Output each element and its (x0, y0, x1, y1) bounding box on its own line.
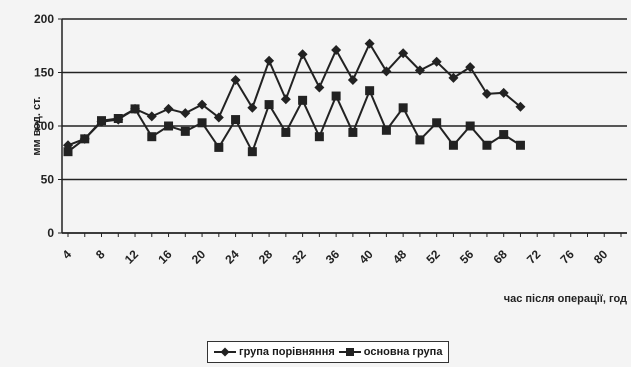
x-tick-label: 4 (59, 247, 74, 262)
y-axis-label: мм вод. ст. (31, 96, 43, 155)
data-point-main-group (449, 141, 458, 150)
data-point-main-group (499, 130, 508, 139)
data-point-main-group (399, 103, 408, 112)
x-tick-label: 68 (490, 247, 510, 267)
data-point-main-group (516, 141, 525, 150)
data-point-main-group (248, 147, 257, 156)
data-point-main-group (265, 100, 274, 109)
data-point-comparison-group (482, 89, 492, 99)
data-point-main-group (281, 128, 290, 137)
legend-item-main-group: основна група (339, 346, 443, 358)
x-tick-label: 72 (524, 247, 544, 267)
data-point-comparison-group (465, 62, 475, 72)
data-point-main-group (332, 92, 341, 101)
y-tick-label: 0 (47, 226, 54, 240)
data-point-main-group (198, 118, 207, 127)
data-point-main-group (131, 104, 140, 113)
legend-item-comparison-group: група порівняння (214, 346, 335, 358)
data-point-comparison-group (180, 108, 190, 118)
data-point-main-group (482, 141, 491, 150)
data-point-main-group (164, 122, 173, 131)
data-point-comparison-group (247, 103, 257, 113)
data-point-comparison-group (298, 49, 308, 59)
data-point-comparison-group (365, 39, 375, 49)
data-point-main-group (348, 128, 357, 137)
x-axis-label: час після операції, год (504, 293, 627, 305)
x-tick-label: 12 (122, 247, 142, 267)
x-tick-label: 40 (356, 247, 376, 267)
x-tick-label: 48 (390, 247, 410, 267)
data-point-main-group (231, 115, 240, 124)
x-tick-label: 36 (323, 247, 343, 267)
x-tick-label: 32 (289, 247, 309, 267)
x-tick-label: 56 (457, 247, 477, 267)
y-tick-label: 200 (34, 12, 54, 26)
data-point-comparison-group (231, 75, 241, 85)
x-tick-label: 76 (558, 247, 578, 267)
data-point-main-group (432, 118, 441, 127)
diamond-marker-icon (214, 347, 236, 357)
x-tick-label: 28 (256, 247, 276, 267)
data-point-comparison-group (331, 45, 341, 55)
x-tick-label: 80 (591, 247, 611, 267)
data-point-main-group (214, 143, 223, 152)
data-point-main-group (298, 96, 307, 105)
data-point-main-group (315, 132, 324, 141)
series-line-comparison-group (68, 44, 520, 146)
data-point-comparison-group (314, 82, 324, 92)
legend-label-comparison-group: група порівняння (239, 346, 335, 358)
data-point-comparison-group (348, 75, 358, 85)
data-point-main-group (466, 122, 475, 131)
data-point-main-group (181, 127, 190, 136)
x-tick-label: 24 (222, 247, 242, 267)
data-point-main-group (97, 116, 106, 125)
legend-label-main-group: основна група (364, 346, 443, 358)
data-point-comparison-group (281, 94, 291, 104)
square-marker-icon (339, 347, 361, 357)
data-point-main-group (64, 147, 73, 156)
x-tick-label: 8 (93, 247, 108, 262)
x-tick-label: 20 (189, 247, 209, 267)
y-tick-label: 50 (41, 173, 55, 187)
data-point-main-group (415, 135, 424, 144)
data-point-main-group (80, 134, 89, 143)
y-tick-label: 150 (34, 66, 54, 80)
legend: група порівняння основна група (207, 341, 449, 363)
data-point-comparison-group (264, 56, 274, 66)
data-point-comparison-group (147, 111, 157, 121)
x-tick-label: 16 (155, 247, 175, 267)
data-point-comparison-group (164, 104, 174, 114)
data-point-main-group (114, 114, 123, 123)
x-tick-label: 52 (423, 247, 443, 267)
data-point-main-group (365, 86, 374, 95)
data-point-main-group (382, 126, 391, 135)
data-point-main-group (147, 132, 156, 141)
